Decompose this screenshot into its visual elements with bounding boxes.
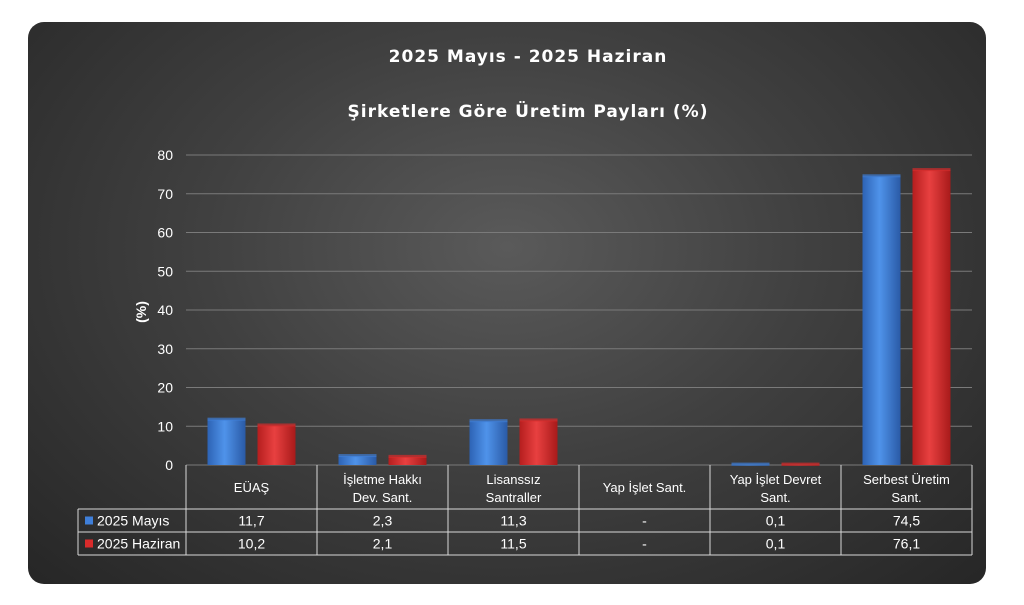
y-tick-label: 80 (157, 147, 173, 163)
y-axis-label: (%) (133, 301, 149, 323)
bar-cap (257, 423, 296, 427)
category-label: Sant. (891, 490, 921, 505)
table-cell: 11,3 (500, 513, 526, 529)
y-tick-label: 40 (157, 302, 173, 318)
legend-key (85, 539, 93, 548)
table-cell: - (642, 536, 647, 552)
table-cell: 76,1 (893, 536, 920, 552)
bar-cap (781, 462, 820, 466)
bar-cap (862, 174, 901, 178)
bar-haziran (519, 420, 558, 465)
table-cell: 2,1 (373, 536, 393, 552)
bar-mayis (207, 419, 246, 465)
bar-cap (207, 417, 246, 421)
table-cell: 11,7 (238, 513, 264, 529)
category-label: Santraller (486, 490, 542, 505)
category-label: Lisanssız (486, 472, 540, 487)
bars (207, 168, 951, 466)
bar-cap (912, 168, 951, 172)
bar-cap (338, 454, 377, 458)
gridlines (186, 154, 972, 466)
y-tick-label: 10 (157, 418, 173, 434)
chart-card: 2025 Mayıs - 2025 Haziran Şirketlere Gör… (28, 22, 986, 584)
y-tick-label: 70 (157, 186, 173, 202)
table-cell: 11,5 (500, 536, 526, 552)
table-cell: 0,1 (766, 513, 786, 529)
category-label: Sant. (760, 490, 790, 505)
bar-mayis (338, 456, 377, 465)
legend-series-name: 2025 Haziran (97, 536, 180, 552)
category-label: Dev. Sant. (353, 490, 413, 505)
category-label: EÜAŞ (234, 480, 270, 495)
y-tick-label: 60 (157, 225, 173, 241)
y-tick-label: 50 (157, 263, 173, 279)
y-tick-label: 20 (157, 380, 173, 396)
bar-cap (469, 419, 508, 423)
y-axis-ticks: 0 10 20 30 40 50 60 70 80 (157, 147, 173, 473)
bar-haziran (388, 456, 427, 465)
bar-cap (519, 418, 558, 422)
chart-title-line1: 2025 Mayıs - 2025 Haziran (389, 47, 668, 67)
bar-haziran (257, 425, 296, 465)
table-cell: - (642, 513, 647, 529)
category-label: Yap İşlet Devret (730, 472, 822, 487)
bar-mayis (862, 176, 901, 465)
y-tick-label: 0 (165, 457, 173, 473)
category-label: Yap İşlet Sant. (603, 480, 687, 495)
table-cell: 0,1 (766, 536, 786, 552)
bar-haziran (912, 170, 951, 466)
table-cell: 74,5 (893, 513, 920, 529)
category-label: Serbest Üretim (863, 472, 950, 487)
bar-cap (388, 454, 427, 458)
legend-series-name: 2025 Mayıs (97, 513, 169, 529)
chart: 2025 Mayıs - 2025 Haziran Şirketlere Gör… (77, 47, 973, 556)
table-cell: 10,2 (238, 536, 265, 552)
table-cell: 2,3 (373, 513, 393, 529)
legend-key (85, 516, 93, 525)
chart-title-line2: Şirketlere Göre Üretim Payları (%) (348, 100, 709, 122)
category-label: İşletme Hakkı (343, 472, 422, 487)
y-tick-label: 30 (157, 341, 173, 357)
bar-cap (731, 462, 770, 466)
bar-mayis (469, 421, 508, 465)
data-table: EÜAŞ İşletme Hakkı Dev. Sant. Lisanssız Sant… (77, 465, 973, 556)
